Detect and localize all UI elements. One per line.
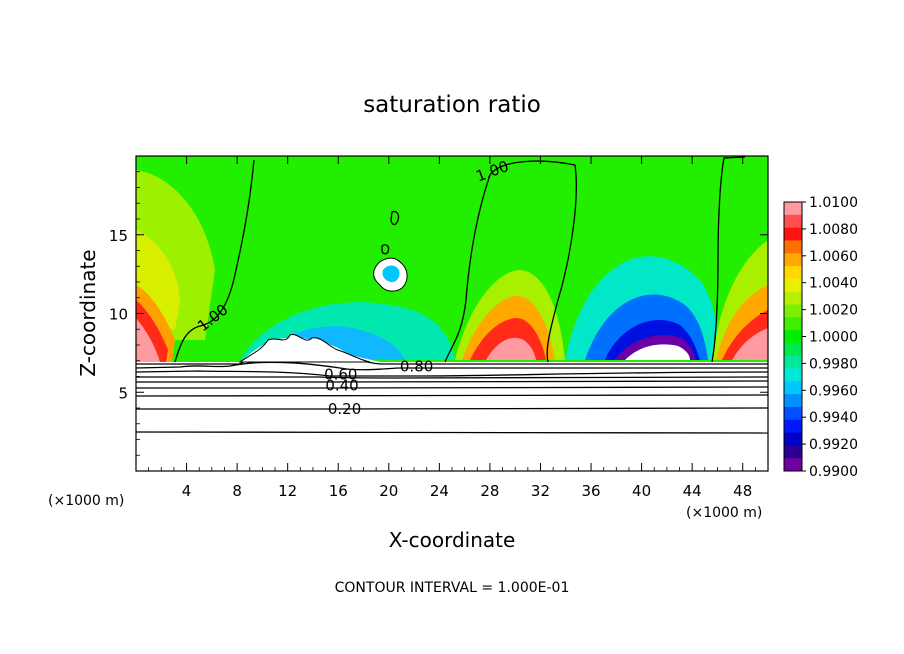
colorbar-swatch <box>784 240 802 254</box>
x-tick-label: 44 <box>683 482 702 500</box>
colorbar-label: 1.0060 <box>809 249 858 265</box>
contour-0-30 <box>136 394 768 397</box>
colorbar-swatch <box>784 355 802 370</box>
x-tick-label: 28 <box>480 482 499 500</box>
contour-0-70 <box>136 370 768 377</box>
lower-contours <box>136 344 768 434</box>
colorbar: 1.0100 1.0080 1.0060 1.0040 1.0020 1.0000 0.99… <box>783 195 858 480</box>
colorbar-swatch <box>784 278 802 293</box>
contour-0-10 <box>136 431 768 434</box>
y-axis: 5 10 15 <box>109 171 768 456</box>
contour-label: 0.60 <box>324 365 357 383</box>
x-tick-label: 8 <box>232 482 242 500</box>
colorbar-swatch <box>784 368 802 382</box>
x-tick-label: 16 <box>329 482 348 500</box>
colorbar-label: 1.0100 <box>809 195 858 211</box>
colorbar-swatch <box>784 202 802 216</box>
colorbar-swatch <box>784 330 802 344</box>
y-axis-label: Z-coordinate <box>76 249 100 376</box>
colorbar-swatch <box>784 432 802 446</box>
colorbar-swatch <box>784 381 802 395</box>
contour-label: 0.80 <box>400 358 433 376</box>
colorbar-swatch <box>784 253 802 267</box>
colorbar-swatch <box>784 458 802 472</box>
colorbar-swatch <box>784 406 802 421</box>
plume-mid-pink <box>486 337 536 360</box>
x-tick-label: 12 <box>278 482 297 500</box>
x-axis-label: X-coordinate <box>389 528 516 552</box>
colorbar-label: 0.9920 <box>809 437 858 453</box>
x-tick-label: 48 <box>733 482 752 500</box>
unity-contours <box>174 156 746 363</box>
x-unit-right: (×1000 m) <box>686 505 762 521</box>
contour-cloud-1 <box>390 210 400 226</box>
contour-1-00-a <box>174 159 255 363</box>
x-axis: 4 8 12 16 20 24 28 32 36 40 44 48 <box>148 156 756 500</box>
x-tick-label: 20 <box>379 482 398 500</box>
x-tick-label: 4 <box>182 482 192 500</box>
colorbar-label: 1.0000 <box>809 330 858 346</box>
contour-label: 0.20 <box>328 400 361 418</box>
contour-0-60 <box>136 376 768 379</box>
colorbar-swatch <box>784 445 802 459</box>
contour-0-80 <box>136 361 768 371</box>
colorbar-swatch <box>784 419 802 434</box>
plume-left-pink <box>136 318 160 362</box>
colorbar-swatch <box>784 394 802 408</box>
colorbar-label: 0.9980 <box>809 356 858 372</box>
colorbar-label: 1.0080 <box>809 222 858 238</box>
colorbar-label: 1.0020 <box>809 303 858 319</box>
colorbar-swatch <box>784 266 802 280</box>
contour-1-00-b <box>444 160 577 363</box>
contour-0-20 <box>136 407 768 410</box>
contour-cloud-2 <box>381 244 390 255</box>
saturation-field <box>136 156 768 471</box>
x-tick-label: 40 <box>632 482 651 500</box>
colorbar-label: 0.9940 <box>809 410 858 426</box>
isolated-cloud-core <box>382 265 400 283</box>
x-unit-left: (×1000 m) <box>48 493 124 509</box>
x-tick-label: 36 <box>581 482 600 500</box>
unsaturated-region <box>136 337 768 471</box>
y-tick-label: 15 <box>109 227 128 245</box>
y-tick-label: 10 <box>109 306 128 324</box>
x-tick-label: 24 <box>430 482 449 500</box>
colorbar-swatch <box>784 291 802 305</box>
y-tick-label: 5 <box>118 384 128 402</box>
contour-label: 0.40 <box>325 376 358 394</box>
colorbar-swatch <box>784 227 802 241</box>
contour-interval-note: CONTOUR INTERVAL = 1.000E-01 <box>335 580 570 596</box>
contour-1-00-c <box>711 156 746 363</box>
x-tick-label: 32 <box>531 482 550 500</box>
plume-right-pink <box>732 328 768 360</box>
chart-title: saturation ratio <box>363 92 541 118</box>
dry-region-white <box>625 344 690 360</box>
colorbar-swatch <box>784 214 802 229</box>
colorbar-swatch <box>784 304 802 318</box>
colorbar-label: 0.9900 <box>809 464 858 480</box>
colorbar-swatch <box>784 317 802 331</box>
contour-0-40 <box>136 386 768 389</box>
colorbar-swatch <box>784 342 802 357</box>
colorbar-label: 0.9960 <box>809 383 858 399</box>
colorbar-label: 1.0040 <box>809 276 858 292</box>
cloud-edge <box>238 334 371 363</box>
contour-0-50 <box>136 380 768 383</box>
